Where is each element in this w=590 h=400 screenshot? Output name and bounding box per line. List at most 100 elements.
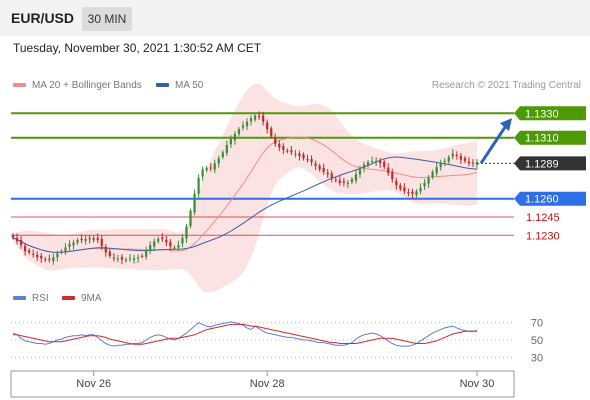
- candle-body: [358, 169, 362, 175]
- candle-body: [391, 172, 394, 180]
- candle-body: [237, 129, 241, 135]
- candle-body: [161, 237, 164, 239]
- legend-swatch-ma20: [13, 83, 26, 88]
- price-levels: [11, 112, 514, 236]
- candle-body: [330, 173, 333, 178]
- candle-body: [249, 118, 253, 122]
- candle-body: [124, 259, 128, 261]
- candle-body: [266, 122, 269, 130]
- candle-body: [383, 161, 386, 167]
- time-axis-frame: [10, 370, 515, 398]
- price-level-labels: 1.1330 1.1310 1.1289 1.1260 1.1245 1.1230: [514, 106, 586, 242]
- candle-body: [181, 237, 184, 244]
- candle-body: [375, 160, 378, 163]
- candle-body: [286, 150, 289, 152]
- candle-body: [44, 259, 47, 261]
- candle-body: [435, 166, 438, 174]
- candle-body: [197, 177, 200, 194]
- resistance-level-label: 1.1330: [525, 108, 559, 120]
- candle-body: [28, 250, 31, 253]
- candle-body: [370, 160, 374, 162]
- time-axis-label: Nov 30: [460, 378, 495, 390]
- candle-body: [467, 161, 471, 164]
- candle-body: [84, 238, 87, 241]
- time-axis-label: Nov 28: [250, 378, 285, 390]
- candle-body: [217, 158, 220, 164]
- legend-swatch-ma50: [156, 83, 169, 88]
- candle-body: [350, 179, 354, 183]
- bollinger-bands: [13, 83, 477, 293]
- candle-body: [366, 162, 370, 166]
- candle-body: [278, 143, 281, 148]
- rsi-tick-label: 70: [531, 318, 543, 330]
- candle-body: [395, 180, 398, 186]
- candle-body: [403, 187, 406, 192]
- candle-body: [165, 239, 168, 243]
- candle-body: [116, 258, 120, 260]
- rsi-line: [12, 321, 478, 347]
- current-price-label: 1.1289: [525, 158, 559, 170]
- candle-body: [149, 245, 152, 251]
- candle-body: [306, 159, 309, 161]
- candle-body: [100, 238, 103, 247]
- legend-item-ma20: MA 20 + Bollinger Bands: [13, 80, 142, 91]
- candle-body: [253, 115, 257, 120]
- resistance-level-label: 1.1310: [525, 133, 559, 145]
- candle-body: [326, 172, 329, 175]
- support-level-label: 1.1230: [526, 230, 560, 242]
- candle-body: [302, 154, 305, 159]
- candle-body: [76, 240, 79, 243]
- rsi-tick-label: 30: [531, 352, 543, 364]
- candle-body: [64, 247, 67, 252]
- candle-body: [415, 191, 418, 196]
- candle-body: [209, 167, 212, 169]
- candle-body: [310, 158, 313, 163]
- forecast-arrow-head: [500, 118, 512, 132]
- candle-body: [282, 145, 285, 150]
- candle-body: [290, 150, 293, 153]
- support-level-label: 1.1245: [526, 212, 560, 224]
- candle-body: [262, 115, 265, 122]
- candle-body: [447, 157, 450, 162]
- candle-body: [338, 180, 341, 183]
- candle-body: [132, 258, 136, 260]
- candle-body: [173, 247, 176, 249]
- legend-item-ma50: MA 50: [156, 80, 203, 91]
- candle-body: [19, 239, 23, 246]
- candle-body: [322, 167, 325, 172]
- candle-body: [233, 134, 237, 141]
- candle-body: [411, 191, 414, 194]
- candle-body: [36, 254, 39, 258]
- candle-body: [157, 238, 160, 242]
- candle-body: [346, 182, 349, 184]
- candle-body: [145, 251, 148, 257]
- candle-body: [108, 251, 111, 257]
- candle-body: [475, 162, 479, 165]
- candle-body: [136, 257, 140, 259]
- candle-body: [185, 226, 188, 239]
- research-credit: Research © 2021 Trading Central: [431, 80, 581, 91]
- candle-body: [451, 153, 454, 157]
- candle-body: [318, 165, 321, 170]
- legend-label-9ma: 9MA: [81, 293, 102, 304]
- candle-body: [427, 177, 430, 184]
- candle-body: [354, 174, 358, 181]
- candle-body: [15, 237, 19, 242]
- moving-averages: [12, 136, 478, 253]
- candle-body: [270, 128, 273, 137]
- candle-body: [56, 253, 59, 258]
- symbol-title: EUR/USD: [11, 10, 75, 26]
- legend-swatch-rsi: [13, 296, 26, 301]
- candle-body: [298, 153, 301, 156]
- candle-body: [241, 125, 245, 128]
- timeframe-button[interactable]: 30 MIN: [82, 7, 132, 31]
- candle-body: [205, 168, 208, 171]
- resistance-level-tag: [514, 130, 586, 145]
- ma50-line: [12, 156, 478, 253]
- candle-body: [443, 160, 446, 162]
- candle-body: [423, 182, 426, 187]
- candle-body: [92, 237, 95, 241]
- pivot-level-label: 1.1260: [525, 194, 559, 206]
